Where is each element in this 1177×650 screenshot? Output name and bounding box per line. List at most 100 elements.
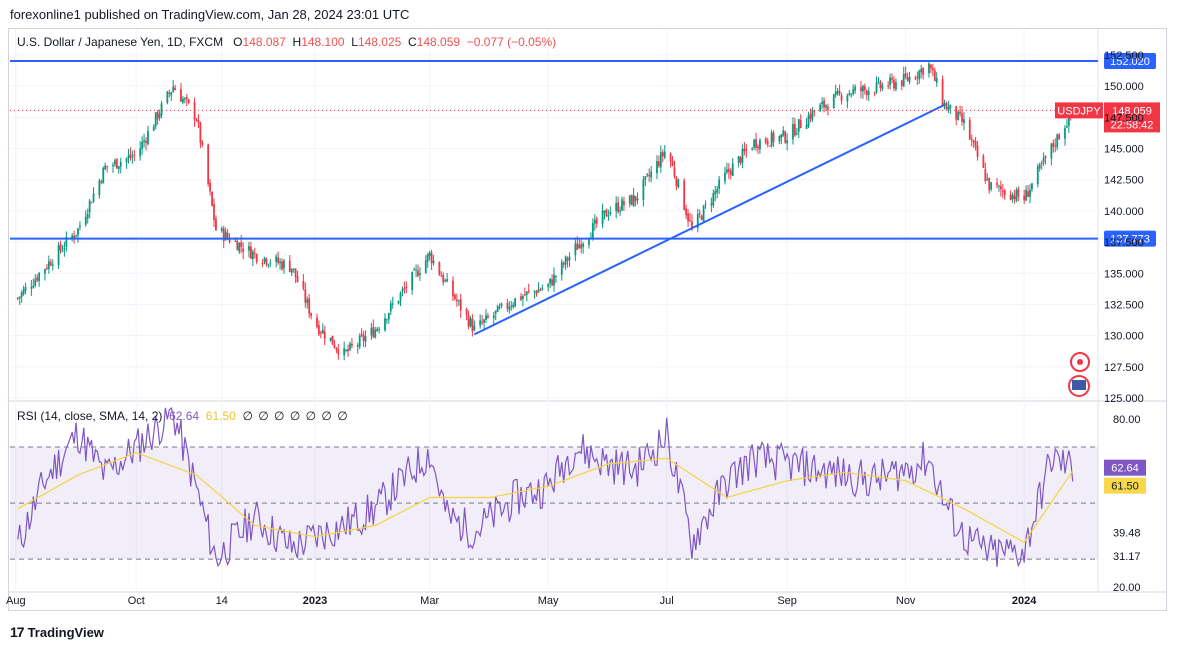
candle-body — [46, 267, 48, 269]
candle-body — [700, 215, 703, 220]
candle-body — [650, 171, 653, 178]
candle-body — [508, 306, 511, 310]
rsi-label: RSI (14, close, SMA, 14, 2) — [17, 409, 163, 423]
price-badge-value: 148.059 — [1112, 105, 1152, 117]
time-tick-label: May — [538, 595, 559, 607]
candle-body — [574, 243, 577, 256]
candle-body — [778, 136, 781, 142]
candle-body — [794, 124, 796, 136]
candle-body — [947, 106, 950, 111]
candle-body — [372, 326, 375, 338]
candle-body — [288, 260, 291, 272]
tradingview-footer[interactable]: 17 TradingView — [10, 624, 104, 640]
rsi-value-badge — [1104, 459, 1146, 476]
candle-body — [182, 98, 184, 103]
candle-body — [683, 180, 686, 210]
candle-body — [141, 141, 144, 149]
candle-body — [370, 327, 373, 336]
candle-body — [696, 214, 699, 229]
candle-body — [292, 268, 295, 270]
candle-body — [976, 145, 979, 157]
candle-body — [492, 315, 495, 319]
candle-body — [895, 82, 897, 90]
candle-body — [821, 101, 824, 104]
candle-body — [168, 92, 171, 94]
candle-body — [215, 218, 217, 231]
candle-body — [248, 246, 250, 251]
candle-body — [784, 131, 787, 143]
candle-body — [18, 296, 21, 299]
candle-body — [520, 296, 522, 300]
candle-body — [403, 288, 406, 290]
candle-body — [809, 113, 812, 119]
rsi-legend: RSI (14, close, SMA, 14, 2) 62.64 61.50 … — [17, 409, 349, 423]
candle-body — [413, 269, 416, 271]
time-tick-label: Oct — [128, 595, 145, 607]
candle-body — [57, 245, 60, 266]
candle-body — [986, 178, 989, 180]
candle-body — [522, 296, 524, 299]
candle-body — [333, 344, 336, 348]
candle-body — [525, 291, 528, 295]
candle-body — [263, 257, 266, 262]
candle-body — [865, 90, 868, 96]
candle-body — [356, 344, 359, 347]
candle-body — [900, 80, 903, 86]
candle-body — [452, 280, 454, 297]
candle-body — [834, 91, 837, 96]
candle-body — [827, 106, 829, 110]
candle-body — [389, 303, 392, 312]
candle-body — [541, 288, 544, 290]
candle-body — [731, 163, 734, 176]
candle-body — [745, 149, 748, 151]
candle-body — [671, 160, 674, 166]
candle-body — [887, 85, 890, 87]
candle-body — [44, 269, 46, 274]
candle-body — [658, 161, 660, 167]
price-badge — [1104, 102, 1160, 133]
candle-body — [71, 235, 74, 239]
high-label: H — [292, 35, 302, 49]
rsi-sma-badge — [1104, 477, 1146, 494]
candle-body — [36, 277, 39, 281]
candle-body — [792, 124, 794, 140]
rsi-tick-label: 39.48 — [1113, 528, 1141, 540]
candle-body — [306, 299, 309, 303]
trendline[interactable] — [473, 103, 945, 336]
candle-body — [506, 302, 509, 309]
candle-body — [906, 77, 909, 81]
candle-body — [603, 210, 606, 213]
candle-body — [537, 289, 540, 293]
rsi-tick-label: 31.17 — [1113, 551, 1141, 563]
candle-body — [261, 262, 264, 264]
high-value: 148.100 — [301, 35, 345, 49]
candle-body — [180, 89, 182, 102]
candle-body — [813, 110, 816, 112]
candle-body — [397, 300, 400, 304]
candle-body — [335, 347, 338, 350]
candle-body — [691, 221, 693, 228]
candle-body — [290, 268, 293, 273]
candle-body — [401, 289, 404, 292]
candle-body — [636, 198, 639, 201]
candle-body — [201, 142, 204, 145]
candle-body — [949, 104, 952, 109]
open-value: 148.087 — [242, 35, 286, 49]
candle-body — [47, 261, 50, 269]
candle-body — [374, 329, 377, 338]
rsi-sma-badge-label: 61.50 — [1111, 481, 1139, 493]
candle-body — [106, 165, 109, 167]
candle-body — [79, 225, 81, 228]
candle-body — [1038, 164, 1041, 169]
candle-body — [152, 126, 155, 131]
candle-body — [797, 118, 800, 132]
candle-body — [154, 112, 157, 127]
candle-body — [628, 195, 631, 204]
candle-body — [832, 94, 835, 109]
candle-body — [875, 82, 878, 93]
symbol-label: U.S. Dollar / Japanese Yen, 1D, FXCM — [17, 35, 224, 49]
candle-body — [601, 210, 604, 224]
candle-body — [498, 306, 501, 308]
candle-body — [318, 325, 320, 335]
